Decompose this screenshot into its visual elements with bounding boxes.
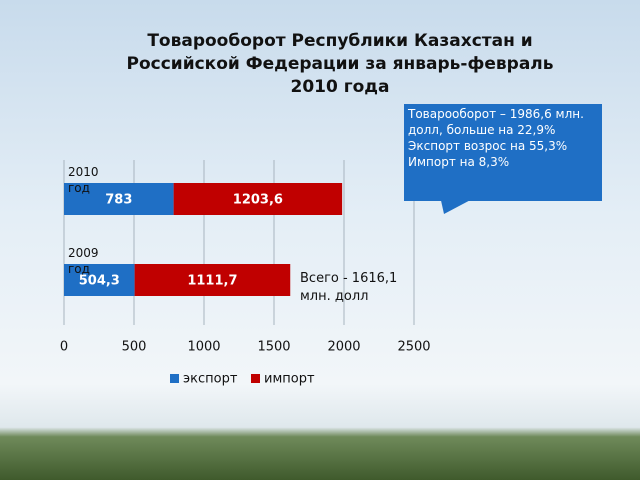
x-tick-label: 2500 [397, 340, 430, 355]
bar-segment [134, 264, 291, 296]
bar-segment [64, 183, 174, 215]
y-tick-label: 2010 год [68, 165, 99, 195]
value-label: 1203,6 [233, 193, 283, 208]
value-label: 783 [105, 193, 132, 208]
x-tick-label: 0 [60, 340, 68, 355]
bar-segment [64, 264, 135, 296]
callout-line: Товарооборот – 1986,6 млн. долл, больше … [408, 107, 584, 137]
x-tick-label: 2000 [327, 340, 360, 355]
legend-swatch [170, 374, 179, 383]
value-label: 504,3 [79, 274, 120, 289]
x-tick-label: 1500 [257, 340, 290, 355]
legend-label: импорт [264, 372, 315, 387]
annotation: Всего - 1616,1 млн. долл [300, 271, 398, 304]
callout-line: Экспорт возрос на 55,3% [408, 139, 568, 153]
legend-swatch [251, 374, 260, 383]
y-tick-label: 2009 год [68, 246, 99, 276]
legend-label: экспорт [183, 372, 238, 387]
x-tick-label: 500 [122, 340, 147, 355]
chart-title: Товарооборот Республики Казахстан и Росс… [126, 31, 554, 97]
value-label: 1111,7 [187, 274, 237, 289]
x-tick-label: 1000 [187, 340, 220, 355]
callout: Товарооборот – 1986,6 млн. долл, больше … [404, 104, 602, 201]
bar-segment [173, 183, 343, 215]
callout-line: Импорт на 8,3% [408, 155, 510, 169]
